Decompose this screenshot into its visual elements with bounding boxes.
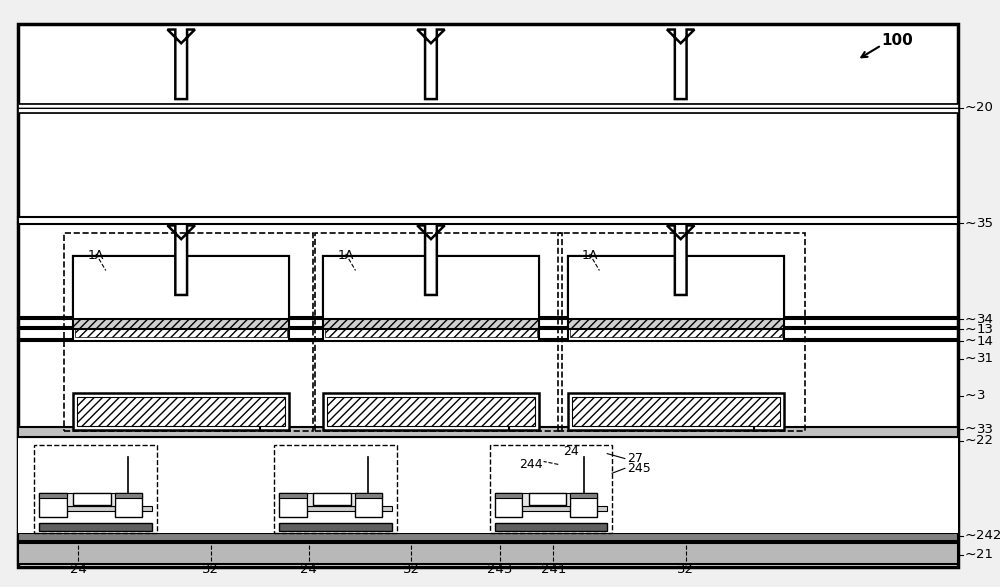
Bar [115, 493, 142, 517]
Bar [39, 493, 67, 517]
Text: 1A: 1A [338, 249, 354, 262]
Bar [558, 233, 805, 431]
Text: 21: 21 [976, 548, 993, 561]
Bar [18, 437, 958, 533]
Text: 100: 100 [881, 33, 913, 48]
Bar [355, 493, 382, 517]
Polygon shape [667, 225, 694, 295]
Text: 242: 242 [976, 529, 1000, 542]
Text: ~: ~ [965, 529, 976, 543]
Polygon shape [18, 256, 958, 329]
Bar [307, 493, 355, 505]
Text: 3: 3 [976, 389, 985, 402]
Bar [529, 493, 566, 505]
Text: 32: 32 [677, 563, 694, 576]
Bar [18, 543, 958, 564]
Bar [327, 397, 535, 426]
Text: ~: ~ [965, 434, 976, 448]
Text: 24: 24 [563, 445, 579, 458]
Text: 244: 244 [519, 458, 543, 471]
Bar [64, 233, 313, 431]
Bar [67, 493, 115, 505]
Text: ~: ~ [965, 334, 976, 348]
Bar [495, 505, 607, 511]
Text: ~: ~ [965, 352, 976, 366]
Text: 20: 20 [976, 102, 993, 114]
Text: ~: ~ [965, 217, 976, 231]
Text: 27: 27 [627, 452, 643, 465]
Text: 22: 22 [976, 434, 993, 447]
Bar [279, 493, 307, 517]
Bar [570, 493, 597, 517]
Bar [279, 523, 392, 531]
Polygon shape [167, 29, 195, 99]
Bar [18, 104, 958, 112]
Bar [495, 493, 522, 498]
Text: 31: 31 [976, 352, 993, 365]
Bar [34, 445, 157, 533]
Bar [313, 493, 351, 505]
Bar [77, 397, 285, 426]
Text: ~: ~ [965, 389, 976, 403]
Bar [315, 233, 562, 431]
Bar [495, 523, 607, 531]
Text: ~: ~ [965, 312, 976, 326]
Text: 33: 33 [976, 423, 993, 436]
Text: 24: 24 [300, 563, 317, 576]
Bar [39, 493, 67, 498]
Bar [568, 393, 784, 430]
Bar [522, 493, 570, 505]
Text: ~: ~ [965, 422, 976, 436]
Bar [570, 258, 782, 337]
Bar [18, 427, 958, 437]
Bar [355, 493, 382, 498]
Bar [279, 493, 307, 498]
Bar [73, 493, 111, 505]
Bar [490, 445, 612, 533]
Bar [274, 445, 397, 533]
Bar [279, 505, 392, 511]
Polygon shape [167, 225, 195, 295]
Bar [18, 217, 958, 224]
Text: 35: 35 [976, 217, 993, 230]
Polygon shape [417, 29, 445, 99]
Bar [115, 493, 142, 498]
Bar [570, 493, 597, 498]
Text: 14: 14 [976, 335, 993, 348]
Bar [39, 523, 152, 531]
Bar [39, 505, 152, 511]
Bar [323, 393, 539, 430]
Polygon shape [18, 256, 958, 319]
Polygon shape [667, 29, 694, 99]
Text: 32: 32 [403, 563, 420, 576]
Bar [495, 493, 522, 517]
Polygon shape [18, 256, 958, 340]
Text: ~: ~ [965, 322, 976, 336]
Bar [18, 104, 958, 112]
Text: ~: ~ [965, 101, 976, 115]
Bar [73, 393, 289, 430]
Text: 34: 34 [976, 313, 993, 326]
Text: 243: 243 [487, 563, 512, 576]
Text: ~: ~ [965, 548, 976, 562]
Text: 13: 13 [976, 323, 993, 336]
Bar [325, 258, 537, 337]
Bar [18, 533, 958, 541]
Bar [572, 397, 780, 426]
Text: 24: 24 [70, 563, 87, 576]
Polygon shape [417, 225, 445, 295]
Text: 32: 32 [202, 563, 219, 576]
Bar [75, 258, 287, 337]
Text: 245: 245 [627, 462, 651, 475]
Text: 1A: 1A [88, 249, 105, 262]
Text: 241: 241 [541, 563, 566, 576]
Text: 1A: 1A [582, 249, 598, 262]
